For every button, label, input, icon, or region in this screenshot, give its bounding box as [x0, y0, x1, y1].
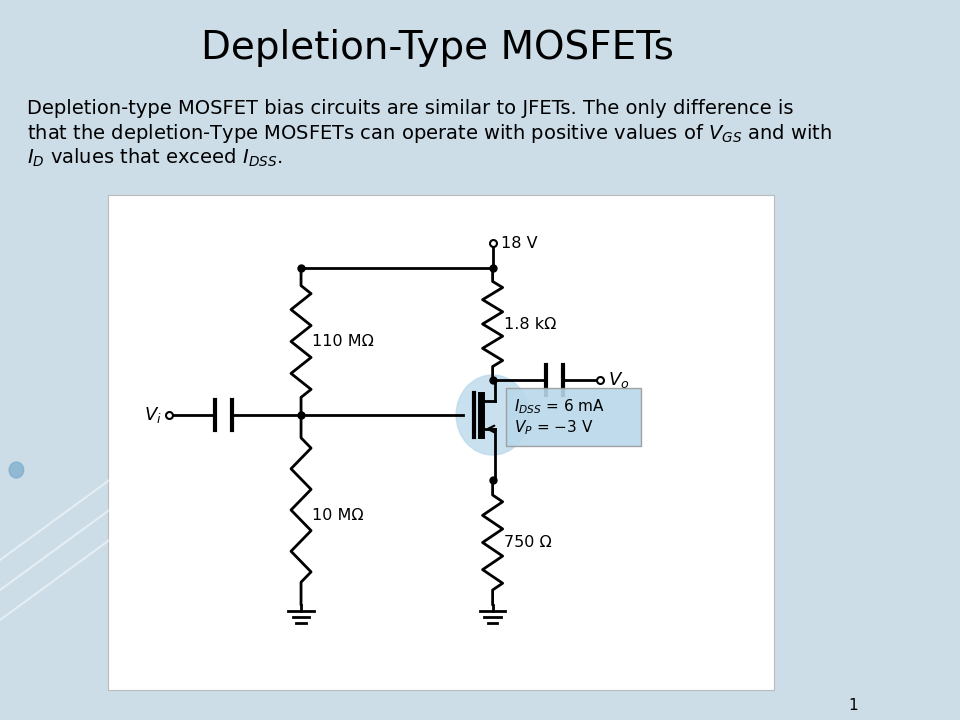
Bar: [506, 388, 641, 446]
Text: $I_D$ values that exceed $I_{DSS}$.: $I_D$ values that exceed $I_{DSS}$.: [28, 147, 283, 169]
Circle shape: [10, 462, 24, 478]
Text: 10 MΩ: 10 MΩ: [312, 508, 364, 523]
Text: Depletion-Type MOSFETs: Depletion-Type MOSFETs: [202, 29, 674, 67]
Text: Depletion-type MOSFET bias circuits are similar to JFETs. The only difference is: Depletion-type MOSFET bias circuits are …: [28, 99, 794, 117]
Text: 750 Ω: 750 Ω: [504, 535, 551, 550]
Circle shape: [456, 375, 529, 455]
Text: $V_i$: $V_i$: [144, 405, 161, 425]
Text: 18 V: 18 V: [501, 235, 538, 251]
Bar: [108, 195, 774, 690]
Text: 110 MΩ: 110 MΩ: [312, 334, 373, 349]
Text: 1.8 kΩ: 1.8 kΩ: [504, 317, 556, 331]
Text: $V_o$: $V_o$: [608, 370, 629, 390]
Text: $I_{DSS}$ = 6 mA: $I_{DSS}$ = 6 mA: [514, 397, 605, 416]
Text: that the depletion-Type MOSFETs can operate with positive values of $V_{GS}$ and: that the depletion-Type MOSFETs can oper…: [28, 122, 832, 145]
Text: $V_P$ = $-$3 V: $V_P$ = $-$3 V: [514, 418, 593, 437]
Text: 1: 1: [848, 698, 857, 713]
